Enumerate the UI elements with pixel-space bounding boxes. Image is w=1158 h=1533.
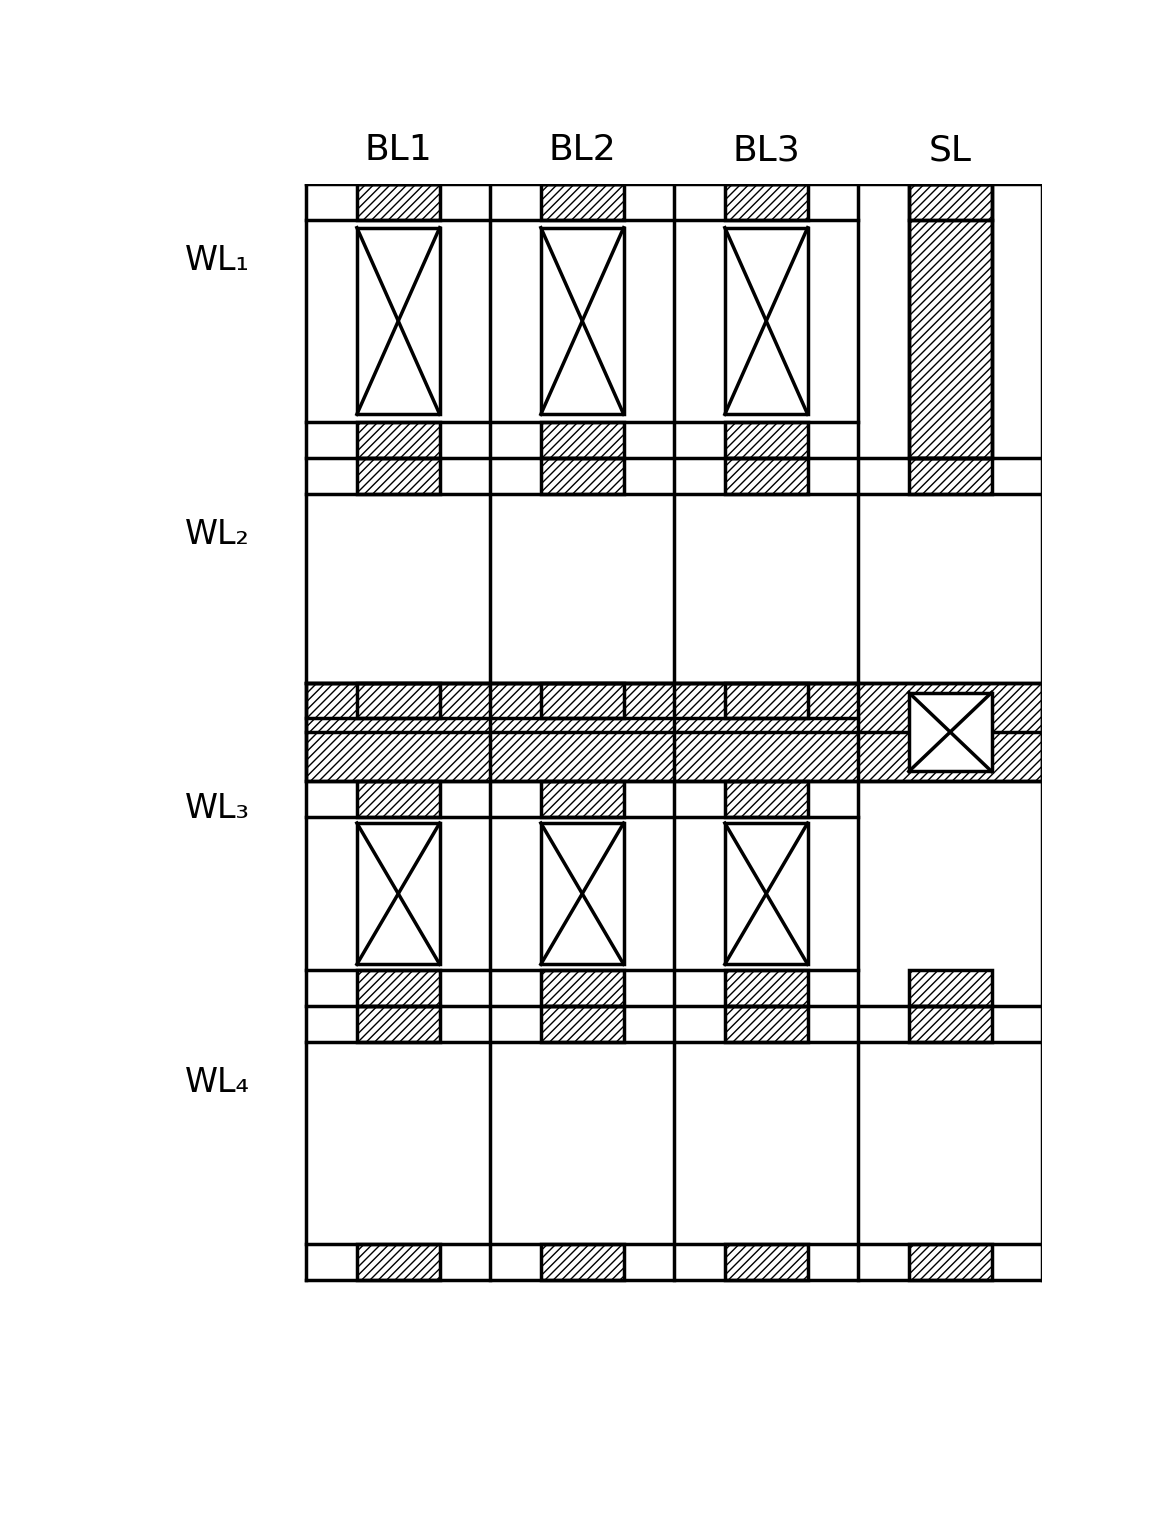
Bar bbox=[909, 219, 991, 458]
Bar bbox=[541, 1006, 624, 1041]
Bar bbox=[541, 458, 624, 494]
Bar bbox=[357, 423, 440, 458]
Text: WL₃: WL₃ bbox=[185, 793, 250, 825]
Bar bbox=[725, 782, 807, 817]
Bar bbox=[725, 423, 807, 458]
Bar bbox=[909, 1006, 991, 1041]
Bar bbox=[725, 970, 807, 1006]
Bar bbox=[357, 782, 440, 817]
Bar bbox=[306, 682, 1042, 782]
Bar bbox=[357, 682, 440, 719]
Bar bbox=[909, 184, 991, 219]
Bar bbox=[357, 184, 440, 219]
Bar bbox=[306, 682, 1042, 782]
Bar bbox=[909, 970, 991, 1006]
Text: BL3: BL3 bbox=[732, 133, 800, 167]
Bar bbox=[541, 458, 624, 494]
Bar bbox=[357, 782, 440, 817]
Bar bbox=[357, 423, 440, 458]
Bar bbox=[909, 1006, 991, 1041]
Bar bbox=[725, 184, 807, 219]
Bar bbox=[357, 1006, 440, 1041]
Bar bbox=[541, 782, 624, 817]
Bar bbox=[725, 682, 807, 719]
Text: WL₁: WL₁ bbox=[185, 244, 250, 277]
Bar bbox=[541, 782, 624, 817]
Bar bbox=[357, 823, 440, 964]
Bar bbox=[357, 1245, 440, 1280]
Bar bbox=[541, 423, 624, 458]
Text: BL1: BL1 bbox=[365, 133, 432, 167]
Bar bbox=[909, 693, 991, 771]
Bar bbox=[725, 1006, 807, 1041]
Bar bbox=[725, 458, 807, 494]
Bar bbox=[909, 1245, 991, 1280]
Bar bbox=[357, 458, 440, 494]
Bar bbox=[725, 458, 807, 494]
Bar bbox=[725, 970, 807, 1006]
Bar bbox=[909, 1245, 991, 1280]
Bar bbox=[725, 1245, 807, 1280]
Text: BL2: BL2 bbox=[549, 133, 616, 167]
Bar bbox=[909, 458, 991, 494]
Bar bbox=[541, 823, 624, 964]
Bar bbox=[909, 219, 991, 458]
Text: WL₂: WL₂ bbox=[185, 518, 250, 552]
Bar bbox=[725, 782, 807, 817]
Bar bbox=[541, 682, 624, 719]
Text: WL₄: WL₄ bbox=[185, 1067, 250, 1099]
Bar bbox=[541, 970, 624, 1006]
Bar bbox=[541, 1245, 624, 1280]
Bar bbox=[725, 1245, 807, 1280]
Bar bbox=[909, 184, 991, 458]
Bar bbox=[541, 682, 624, 719]
Bar bbox=[541, 1006, 624, 1041]
Bar bbox=[357, 970, 440, 1006]
Bar bbox=[909, 184, 991, 219]
Bar bbox=[725, 1006, 807, 1041]
Bar bbox=[725, 184, 807, 219]
Bar bbox=[541, 1245, 624, 1280]
Bar bbox=[357, 228, 440, 414]
Bar bbox=[725, 228, 807, 414]
Bar bbox=[357, 1245, 440, 1280]
Bar bbox=[357, 184, 440, 219]
Bar bbox=[541, 228, 624, 414]
Bar bbox=[909, 458, 991, 494]
Bar bbox=[357, 1006, 440, 1041]
Text: SL: SL bbox=[929, 133, 972, 167]
Bar bbox=[541, 423, 624, 458]
Bar bbox=[541, 184, 624, 219]
Bar bbox=[541, 970, 624, 1006]
Bar bbox=[357, 458, 440, 494]
Bar bbox=[909, 184, 991, 458]
Bar bbox=[725, 423, 807, 458]
Bar bbox=[725, 823, 807, 964]
Bar bbox=[357, 682, 440, 719]
Bar bbox=[909, 970, 991, 1006]
Bar bbox=[725, 682, 807, 719]
Bar bbox=[357, 970, 440, 1006]
Bar bbox=[541, 184, 624, 219]
